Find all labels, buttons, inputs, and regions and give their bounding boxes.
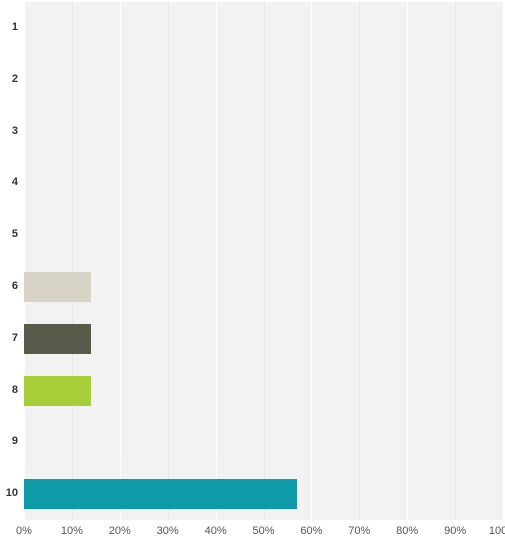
bar bbox=[24, 479, 297, 509]
y-axis-tick-label: 9 bbox=[12, 436, 18, 447]
x-axis-tick-label: 60% bbox=[300, 526, 322, 537]
bar bbox=[24, 324, 91, 354]
gridline bbox=[72, 2, 73, 520]
x-axis-tick-label: 40% bbox=[205, 526, 227, 537]
plot-area bbox=[24, 2, 503, 520]
x-axis-tick-label: 20% bbox=[109, 526, 131, 537]
y-axis-tick-label: 8 bbox=[12, 385, 18, 396]
x-axis-tick-label: 70% bbox=[348, 526, 370, 537]
x-axis-tick-label: 50% bbox=[252, 526, 274, 537]
gridline bbox=[503, 2, 504, 520]
bar bbox=[24, 272, 91, 302]
x-axis-tick-label: 30% bbox=[157, 526, 179, 537]
x-axis-tick-label: 100% bbox=[489, 526, 505, 537]
y-axis-tick-label: 4 bbox=[12, 177, 18, 188]
x-axis-tick-label: 80% bbox=[396, 526, 418, 537]
gridline bbox=[120, 2, 121, 520]
gridline bbox=[455, 2, 456, 520]
y-axis-tick-label: 10 bbox=[6, 488, 18, 499]
y-axis-tick-label: 6 bbox=[12, 281, 18, 292]
gridline bbox=[407, 2, 408, 520]
y-axis-tick-label: 2 bbox=[12, 74, 18, 85]
gridline bbox=[24, 2, 25, 520]
y-axis-tick-label: 3 bbox=[12, 126, 18, 137]
gridline bbox=[168, 2, 169, 520]
gridline bbox=[311, 2, 312, 520]
y-axis-tick-label: 7 bbox=[12, 333, 18, 344]
x-axis-tick-label: 0% bbox=[16, 526, 32, 537]
x-axis-tick-label: 10% bbox=[61, 526, 83, 537]
bar bbox=[24, 376, 91, 406]
gridline bbox=[264, 2, 265, 520]
gridline bbox=[216, 2, 217, 520]
horizontal-bar-chart: 0% 10% 20% 30% 40% 50% 60% 70% 80% 90% 100% 1 2 3 4 5 6 7… bbox=[0, 0, 505, 541]
y-axis-tick-label: 1 bbox=[12, 22, 18, 33]
gridline bbox=[359, 2, 360, 520]
y-axis-tick-label: 5 bbox=[12, 229, 18, 240]
x-axis-tick-label: 90% bbox=[444, 526, 466, 537]
